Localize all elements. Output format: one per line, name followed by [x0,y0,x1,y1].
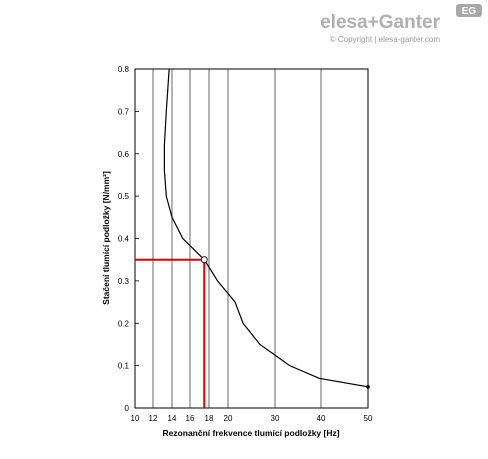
x-tick-label: 30 [271,414,280,423]
y-tick-label: 0.1 [118,362,130,371]
x-tick-label: 16 [186,414,195,423]
y-tick-label: 0.4 [118,235,130,244]
x-tick-label: 12 [149,414,158,423]
brand: elesa+Ganter [320,12,440,33]
x-tick-label: 20 [224,414,233,423]
y-tick-label: 0 [125,404,130,413]
y-tick-label: 0.7 [118,107,130,116]
y-tick-label: 0.5 [118,192,130,201]
copyright: © Copyright | elesa-ganter.com [330,35,441,44]
x-tick-label: 10 [131,414,140,423]
x-axis-label: Rezonanční frekvence tlumící podložky [H… [162,428,339,438]
y-axis-label: Stačení tlumící podložky [N/mm²] [101,171,111,305]
badge-box [456,4,482,17]
plot-frame [134,68,369,409]
y-tick-label: 0.8 [118,65,130,74]
x-tick-label: 50 [364,414,373,423]
x-tick-label: 40 [317,414,326,423]
y-tick-label: 0.6 [118,150,130,159]
highlight-point [200,256,208,264]
curve [163,68,369,388]
x-tick-label: 14 [168,414,177,423]
y-tick-label: 0.2 [118,319,130,328]
end-point [366,385,370,389]
y-tick-label: 0.3 [118,277,130,286]
x-tick-label: 18 [205,414,214,423]
badge: EG [462,6,477,17]
